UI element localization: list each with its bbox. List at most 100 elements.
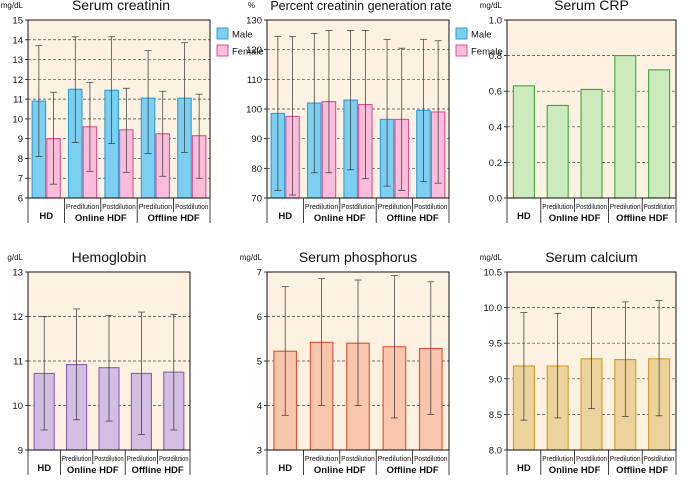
creatinin-sub-label-pre: Predilution <box>139 202 172 211</box>
crp-y-tick-label: 1.0 <box>489 16 502 27</box>
crp-y-tick-label: 0.8 <box>489 51 502 62</box>
creatinin-chart-title: Serum creatinin <box>72 0 170 13</box>
hemoglobin-sub-label-pre: Predilution <box>62 454 91 463</box>
crp-bar-3 <box>580 88 603 199</box>
hemoglobin-sub-label-post: Postdilution <box>94 454 123 463</box>
calcium-category-label-hd: HD <box>517 463 531 474</box>
calcium-y-tick-label: 9.5 <box>489 339 502 350</box>
creatinin-y-tick-label: 9 <box>18 134 23 145</box>
hemoglobin-sub-label-post: Postdilution <box>159 454 188 463</box>
crp-category-label-online: Online HDF <box>549 213 601 224</box>
calcium-y-tick-label: 10.0 <box>484 303 503 314</box>
phosphorus-sub-label-pre: Predilution <box>305 454 338 463</box>
generation-sub-label-post: Postdilution <box>341 202 374 211</box>
hemoglobin-sub-label-pre: Predilution <box>127 454 156 463</box>
crp-chart-title: Serum CRP <box>554 0 629 13</box>
generation-y-tick-label: 120 <box>246 45 262 56</box>
hemoglobin-y-tick-label: 9 <box>18 446 23 457</box>
crp-category-label-offline: Offline HDF <box>616 213 668 224</box>
creatinin-y-tick-label: 12 <box>12 75 23 86</box>
creatinin-y-tick-label: 6 <box>18 194 23 205</box>
generation-sub-label-pre: Predilution <box>378 202 411 211</box>
generation-y-tick-label: 100 <box>246 105 262 116</box>
phosphorus-y-unit-label: mg/dL <box>240 253 263 262</box>
generation-legend-label-female: Female <box>471 47 503 58</box>
calcium-plot-frame <box>506 271 677 451</box>
phosphorus-y-tick-label: 7 <box>257 268 262 279</box>
generation-y-tick-label: 110 <box>247 75 262 86</box>
hemoglobin-y-tick-label: 10 <box>12 401 23 412</box>
crp-y-tick-label: 0.0 <box>489 194 502 205</box>
generation-y-tick-label: 130 <box>246 16 262 27</box>
creatinin-y-tick-label: 13 <box>12 55 23 66</box>
calcium-y-tick-label: 9.0 <box>489 374 502 385</box>
calcium-chart-title: Serum calcium <box>545 249 638 265</box>
calcium-category-label-offline: Offline HDF <box>616 465 668 476</box>
generation-legend-swatch-male <box>455 27 468 40</box>
crp-sub-label-pre: Predilution <box>610 202 641 211</box>
phosphorus-y-tick-label: 4 <box>257 401 262 412</box>
generation-sub-label-pre: Predilution <box>305 202 338 211</box>
creatinin-y-tick-label: 10 <box>12 114 23 125</box>
creatinin-y-tick-label: 11 <box>13 95 23 106</box>
creatinin-category-label-hd: HD <box>39 211 53 222</box>
calcium-sub-label-post: Postdilution <box>644 454 675 463</box>
hemoglobin-y-tick-label: 12 <box>12 312 23 323</box>
crp-sub-label-post: Postdilution <box>644 202 675 211</box>
hemoglobin-category-label-hd: HD <box>37 463 51 474</box>
hemoglobin-chart-title: Hemoglobin <box>72 249 147 265</box>
generation-sub-label-post: Postdilution <box>414 202 447 211</box>
phosphorus-category-label-offline: Offline HDF <box>386 465 438 476</box>
creatinin-y-tick-label: 8 <box>18 154 23 165</box>
hemoglobin-category-label-offline: Offline HDF <box>131 465 183 476</box>
hemoglobin-category-label-online: Online HDF <box>67 465 119 476</box>
calcium-y-unit-label: mg/dL <box>480 253 503 262</box>
crp-plot-frame <box>506 19 677 199</box>
creatinin-legend-label-female: Female <box>232 47 264 58</box>
phosphorus-chart-title: Serum phosphorus <box>299 249 417 265</box>
calcium-y-tick-label: 10.5 <box>484 268 503 279</box>
creatinin-category-label-offline: Offline HDF <box>147 213 199 224</box>
creatinin-y-tick-label: 7 <box>18 174 23 185</box>
creatinin-category-label-online: Online HDF <box>75 213 127 224</box>
creatinin-sub-label-post: Postdilution <box>175 202 208 211</box>
generation-y-unit-label: % <box>248 1 255 10</box>
generation-y-tick-label: 80 <box>251 164 262 175</box>
generation-category-label-offline: Offline HDF <box>386 213 438 224</box>
phosphorus-sub-label-post: Postdilution <box>414 454 447 463</box>
crp-y-tick-label: 0.4 <box>489 122 502 133</box>
crp-bar-5 <box>648 69 671 199</box>
calcium-sub-label-pre: Predilution <box>610 454 641 463</box>
crp-y-tick-label: 0.2 <box>489 158 502 169</box>
generation-chart-title: Percent creatinin generation rate <box>270 0 451 13</box>
phosphorus-y-tick-label: 3 <box>257 446 262 457</box>
creatinin-plot-frame <box>27 19 211 199</box>
phosphorus-y-tick-label: 6 <box>257 312 262 323</box>
creatinin-y-tick-label: 15 <box>12 16 23 27</box>
hemoglobin-y-tick-label: 13 <box>12 268 23 279</box>
creatinin-y-tick-label: 14 <box>12 35 23 46</box>
creatinin-sub-label-pre: Predilution <box>66 202 99 211</box>
creatinin-legend-swatch-male <box>216 27 229 40</box>
phosphorus-sub-label-pre: Predilution <box>378 454 411 463</box>
phosphorus-y-tick-label: 5 <box>257 357 262 368</box>
hemoglobin-y-tick-label: 11 <box>13 357 23 368</box>
crp-sub-label-post: Postdilution <box>576 202 607 211</box>
hemoglobin-y-unit-label: g/dL <box>7 253 23 262</box>
generation-plot-frame <box>266 19 450 199</box>
crp-bar-4 <box>614 55 637 199</box>
generation-legend-swatch-female <box>455 44 468 57</box>
generation-y-tick-label: 90 <box>251 134 262 145</box>
calcium-y-tick-label: 8.0 <box>489 446 502 457</box>
calcium-y-tick-label: 8.5 <box>489 410 502 421</box>
hemoglobin-plot-frame <box>27 271 191 451</box>
phosphorus-category-label-online: Online HDF <box>314 465 366 476</box>
generation-category-label-online: Online HDF <box>314 213 366 224</box>
creatinin-sub-label-post: Postdilution <box>102 202 135 211</box>
crp-bar-2 <box>546 104 569 199</box>
crp-sub-label-pre: Predilution <box>542 202 573 211</box>
crp-y-unit-label: mg/dL <box>480 1 503 10</box>
creatinin-y-unit-label: mg/dL <box>1 1 24 10</box>
